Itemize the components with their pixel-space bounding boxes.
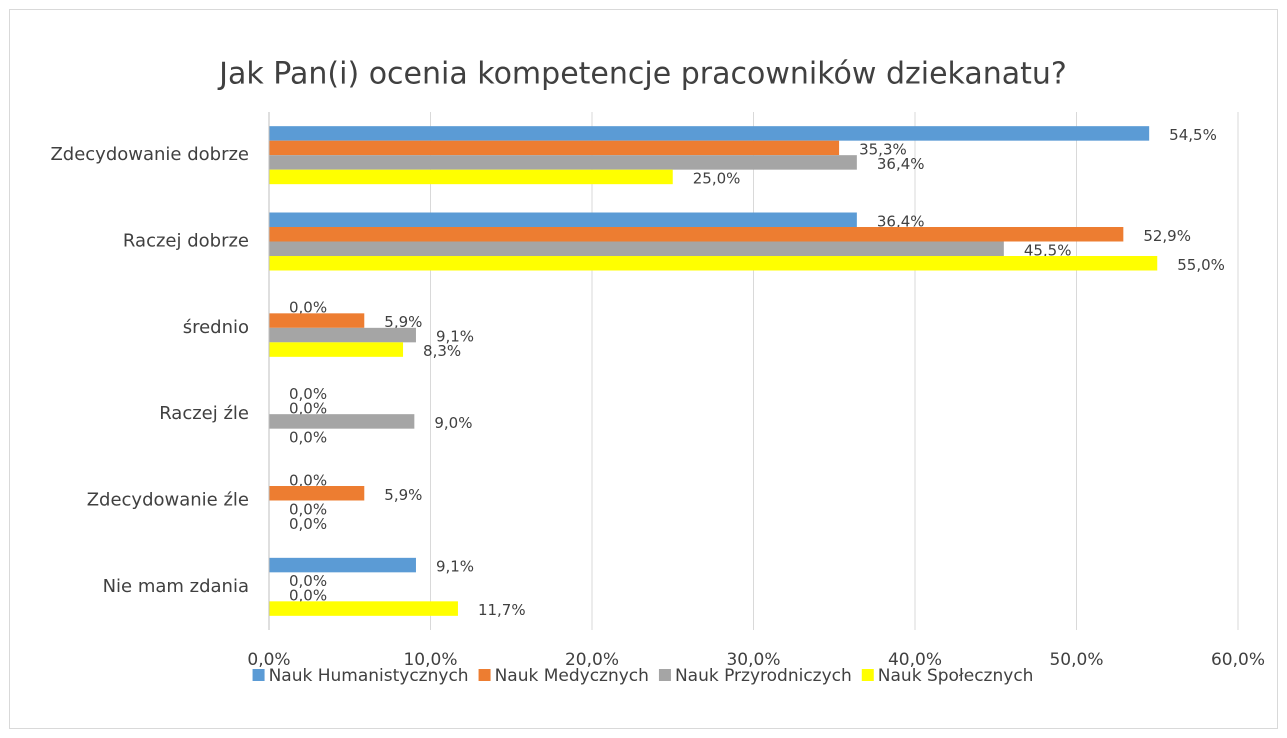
x-tick-label: 60,0% bbox=[1211, 650, 1265, 670]
x-tick-label: 20,0% bbox=[565, 650, 619, 670]
value-label: 9,1% bbox=[436, 328, 474, 346]
chart-title: Jak Pan(i) ocenia kompetencje pracownikó… bbox=[217, 57, 1067, 92]
value-label: 0,0% bbox=[289, 500, 327, 518]
x-tick-label: 10,0% bbox=[403, 650, 457, 670]
bar bbox=[269, 601, 458, 616]
value-label: 0,0% bbox=[289, 428, 327, 446]
value-label: 54,5% bbox=[1169, 126, 1217, 144]
y-tick-label: Zdecydowanie źle bbox=[87, 490, 249, 511]
legend-label: Nauk Przyrodniczych bbox=[675, 666, 852, 686]
value-label: 52,9% bbox=[1143, 227, 1191, 245]
value-label: 0,0% bbox=[289, 471, 327, 489]
bar bbox=[269, 155, 857, 170]
bar bbox=[269, 486, 365, 501]
value-label: 0,0% bbox=[289, 572, 327, 590]
value-label: 45,5% bbox=[1024, 241, 1072, 259]
value-label: 0,0% bbox=[289, 299, 327, 317]
bar bbox=[269, 241, 1004, 256]
bar bbox=[269, 256, 1158, 271]
x-tick-label: 50,0% bbox=[1049, 650, 1103, 670]
bar bbox=[269, 126, 1150, 141]
value-label: 0,0% bbox=[289, 515, 327, 533]
value-label: 5,9% bbox=[384, 313, 422, 331]
y-tick-label: Nie mam zdania bbox=[103, 576, 249, 597]
legend-item: Nauk Społecznych bbox=[861, 666, 1034, 686]
bar bbox=[269, 342, 404, 357]
bar bbox=[269, 140, 840, 156]
legend-swatch bbox=[478, 669, 491, 681]
legend-item: Nauk Humanistycznych bbox=[252, 666, 469, 686]
value-label: 8,3% bbox=[423, 342, 461, 360]
value-label: 35,3% bbox=[859, 140, 907, 158]
bar bbox=[269, 169, 673, 185]
value-label: 9,0% bbox=[434, 414, 472, 432]
value-label: 0,0% bbox=[289, 587, 327, 605]
bar bbox=[269, 557, 416, 573]
value-label: 0,0% bbox=[289, 385, 327, 403]
value-label: 36,4% bbox=[877, 155, 925, 173]
x-tick-label: 0,0% bbox=[247, 650, 290, 670]
x-tick-label: 30,0% bbox=[726, 650, 780, 670]
chart-frame bbox=[9, 9, 1278, 729]
x-tick-label: 40,0% bbox=[888, 650, 942, 670]
value-label: 9,1% bbox=[436, 558, 474, 576]
legend-swatch bbox=[658, 669, 671, 681]
legend-swatch bbox=[861, 669, 874, 681]
bar bbox=[269, 414, 415, 429]
legend-label: Nauk Humanistycznych bbox=[269, 666, 469, 686]
value-label: 5,9% bbox=[384, 486, 422, 504]
legend-swatch bbox=[252, 669, 265, 681]
legend-item: Nauk Przyrodniczych bbox=[658, 666, 852, 686]
y-tick-label: Raczej dobrze bbox=[123, 231, 249, 252]
bar bbox=[269, 327, 416, 343]
bar bbox=[269, 313, 365, 328]
value-label: 0,0% bbox=[289, 399, 327, 417]
y-tick-label: Raczej źle bbox=[159, 403, 249, 424]
value-label: 25,0% bbox=[693, 169, 741, 187]
value-label: 55,0% bbox=[1177, 256, 1225, 274]
value-label: 11,7% bbox=[478, 601, 526, 619]
legend-label: Nauk Medycznych bbox=[495, 666, 649, 686]
bar bbox=[269, 227, 1124, 242]
bar bbox=[269, 212, 857, 227]
y-tick-label: Zdecydowanie dobrze bbox=[50, 144, 249, 165]
value-label: 36,4% bbox=[877, 212, 925, 230]
y-tick-label: średnio bbox=[183, 317, 249, 338]
legend-label: Nauk Społecznych bbox=[878, 666, 1034, 686]
legend-item: Nauk Medycznych bbox=[478, 666, 649, 686]
